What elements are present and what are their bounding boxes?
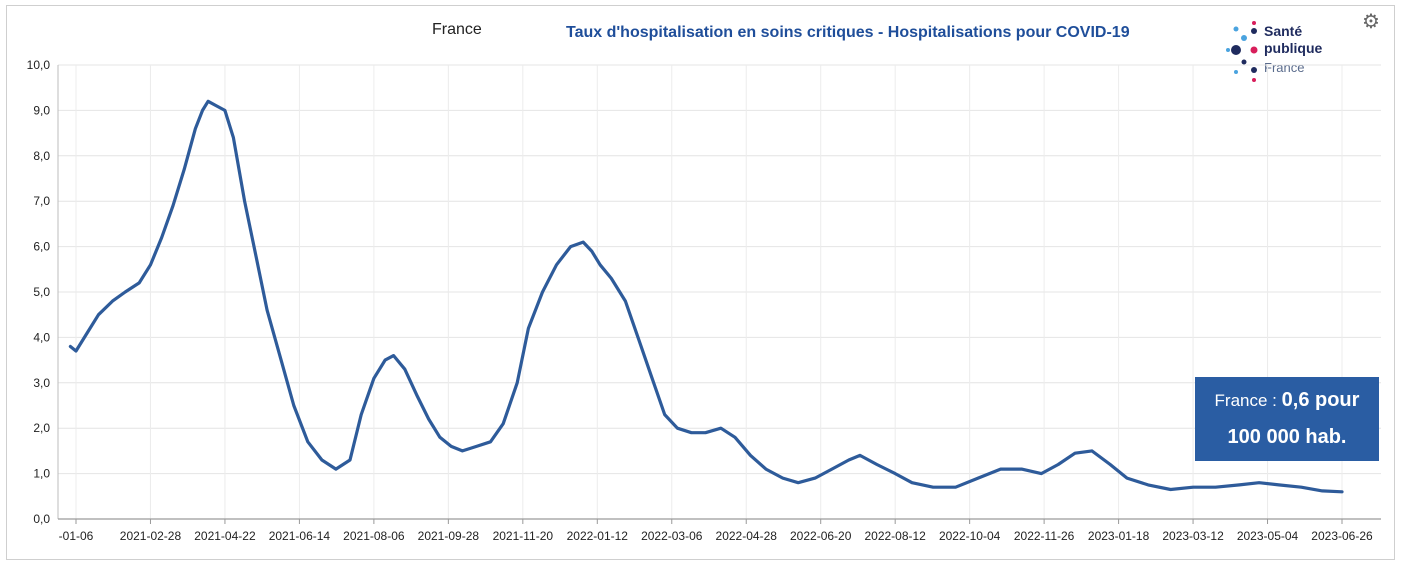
x-tick-label: 2021-11-20: [493, 529, 554, 543]
gear-icon[interactable]: ⚙: [1362, 11, 1380, 33]
y-tick-label: 9,0: [33, 103, 50, 117]
x-tick-label: 2021-06-14: [269, 529, 331, 543]
chart-title: Taux d'hospitalisation en soins critique…: [566, 24, 1130, 41]
y-tick-label: 7,0: [33, 194, 50, 208]
tooltip-line-1: France : 0,6 pour: [1195, 389, 1379, 412]
chart-frame: [6, 5, 1395, 560]
tooltip-line-2: 100 000 hab.: [1227, 426, 1347, 448]
y-tick-label: 0,0: [33, 512, 50, 526]
x-tick-label: 2023-01-18: [1088, 529, 1150, 543]
y-tick-label: 10,0: [27, 58, 51, 72]
x-tick-label: 2022-08-12: [864, 529, 926, 543]
x-tick-label: 2023-03-12: [1162, 529, 1224, 543]
logo-word-1: Santé: [1264, 23, 1303, 39]
x-tick-labels: -01-06 2021-02-28 2021-04-22 2021-06-14 2021…: [59, 529, 1373, 543]
x-tick-label: 2021-04-22: [194, 529, 256, 543]
series-line: [68, 99, 1344, 494]
x-tick-label: -01-06: [59, 529, 94, 543]
x-tick-label: 2021-09-28: [418, 529, 480, 543]
y-tick-label: 2,0: [33, 421, 50, 435]
region-label: France: [432, 21, 482, 38]
grid-lines: [58, 64, 1381, 524]
sante-publique-france-logo: Santé publique France: [1222, 14, 1332, 86]
series-layer: [68, 99, 1344, 494]
tooltip-value: 0,6 pour: [1281, 389, 1360, 411]
y-tick-labels: 0,0 1,0 2,0 3,0 4,0 5,0 6,0 7,0 8,0 9,0 10,0: [27, 58, 51, 526]
x-tick-label: 2021-02-28: [120, 529, 182, 543]
axes: [57, 65, 1381, 520]
value-tooltip: France : 0,6 pour 100 000 hab.: [1195, 377, 1379, 461]
logo-dots-icon: [1226, 21, 1258, 82]
x-tick-label: 2022-01-12: [567, 529, 629, 543]
x-tick-label: 2022-10-04: [939, 529, 1001, 543]
y-tick-label: 3,0: [33, 376, 50, 390]
x-tick-label: 2021-08-06: [343, 529, 405, 543]
x-tick-label: 2023-05-04: [1237, 529, 1299, 543]
y-tick-label: 8,0: [33, 149, 50, 163]
y-tick-label: 6,0: [33, 240, 50, 254]
y-tick-label: 5,0: [33, 285, 50, 299]
y-tick-label: 1,0: [33, 467, 50, 481]
x-tick-label: 2022-11-26: [1014, 529, 1075, 543]
logo-word-2: publique: [1264, 40, 1323, 56]
x-tick-label: 2022-06-20: [790, 529, 852, 543]
x-tick-label: 2023-06-26: [1311, 529, 1373, 543]
tooltip-prefix: France :: [1214, 391, 1282, 410]
x-tick-label: 2022-04-28: [716, 529, 778, 543]
logo-word-3: France: [1264, 60, 1305, 75]
y-tick-label: 4,0: [33, 330, 50, 344]
x-tick-label: 2022-03-06: [641, 529, 703, 543]
